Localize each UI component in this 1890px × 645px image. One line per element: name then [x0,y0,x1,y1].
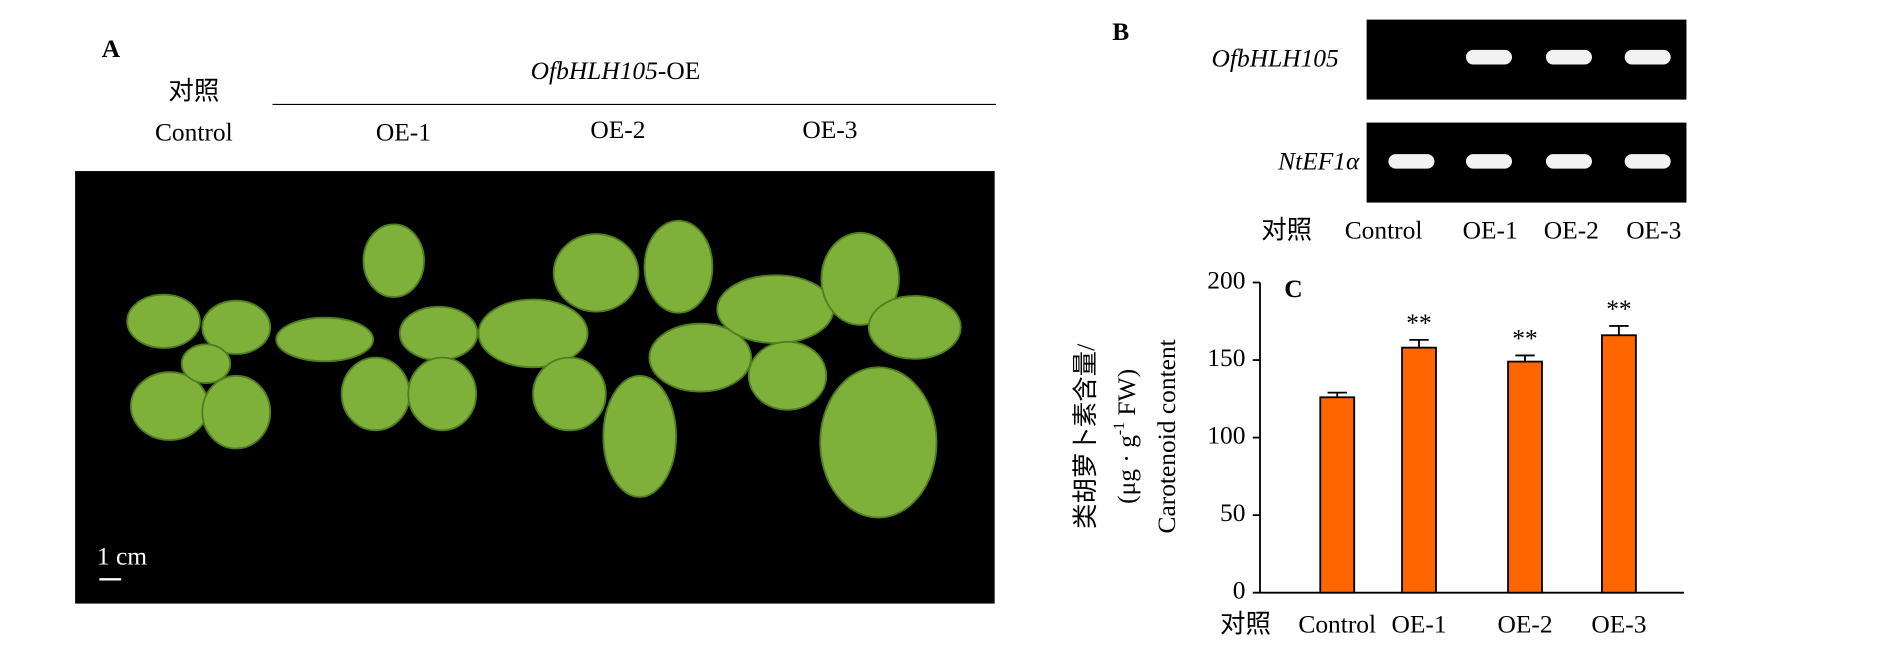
plant-photo [75,171,995,604]
group-title-suffix: -OE [658,56,700,85]
gene-label: OfbHLH105 [1212,44,1339,73]
error-bar [1327,391,1347,398]
lane-label: OE-3 [1626,216,1681,245]
significance-label: ** [1606,294,1631,323]
group-title: OfbHLH105-OE [531,56,701,85]
y-tick-label: 100 [1207,420,1245,449]
gel [1366,19,1687,203]
group-title-gene: OfbHLH105 [531,56,658,85]
bar [1507,360,1543,594]
error-bar [1609,325,1629,336]
control-cn: 对照 [168,76,219,105]
y-tick-label: 150 [1207,343,1245,372]
x-tick-label: OE-2 [1497,609,1552,638]
y-unit: FW) [1112,369,1141,422]
y-axis-label: Carotenoid content [1152,339,1181,533]
x-tick-label: OE-3 [1591,609,1646,638]
x-tick-label: Control [1298,609,1376,638]
y-tick-label: 200 [1207,265,1245,294]
lane-label: OE-1 [1463,216,1518,245]
significance-label: ** [1512,324,1537,353]
y-axis-label: 类胡萝卜素含量/ [1071,343,1100,529]
panel-label: B [1112,17,1129,46]
scale-bar-label: 1 cm [97,542,147,571]
bar [1601,334,1637,594]
x-tick-label: OE-1 [1391,609,1446,638]
line-label: OE-3 [802,115,857,144]
lane-label: Control [1345,216,1423,245]
bar [1401,346,1437,594]
category-prefix: 对照 [1220,609,1271,638]
error-bar [1409,338,1429,348]
significance-label: ** [1406,308,1431,337]
panel-label: A [102,34,121,63]
control-en: Control [155,118,233,147]
bar [1319,396,1356,594]
y-tick-label: 50 [1220,498,1245,527]
lane-label: OE-2 [1544,216,1599,245]
y-unit: (μg · g [1112,435,1141,504]
gene-label: NtEF1α [1277,147,1360,176]
error-bar [1515,354,1535,362]
panel-label: C [1284,274,1302,303]
y-tick-label: 0 [1233,576,1246,605]
y-unit-exp: -1 [1111,422,1128,435]
line-label: OE-2 [590,115,645,144]
y-axis-label: (μg · g-1 FW) [1111,369,1141,504]
lane-prefix: 对照 [1261,216,1312,245]
line-label: OE-1 [376,118,431,147]
